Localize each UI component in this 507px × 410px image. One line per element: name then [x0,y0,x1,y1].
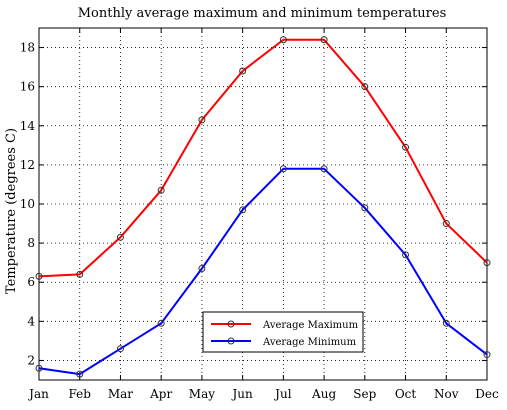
x-tick-label: Nov [434,387,459,401]
legend-marker [227,337,235,345]
x-tick-label: Jun [230,387,253,401]
y-axis-ticks: 2 4 6 8 10 12 14 16 18 [20,41,487,367]
x-tick-label: May [189,387,215,401]
x-tick-label: Mar [108,387,133,401]
y-tick-label: 16 [20,80,35,94]
x-tick-label: Aug [311,387,336,401]
x-tick-label: Oct [395,387,417,401]
series-layer [35,36,491,378]
data-point [76,370,84,378]
data-point [157,186,165,194]
data-point [402,143,410,151]
legend-marker [227,320,235,328]
data-point [279,165,287,173]
y-tick-label: 12 [20,158,35,172]
data-point [116,233,124,241]
x-axis-ticks: Jan Feb Mar Apr May Jun Jul Aug Sep Oct Nov Dec [27,28,499,401]
grid-lines [39,28,487,380]
legend-item: Average Maximum [211,320,359,331]
data-point [35,364,43,372]
series-line [38,38,488,278]
data-point [76,270,84,278]
chart-title: Monthly average maximum and minimum temp… [78,6,447,21]
data-point [198,265,206,273]
y-tick-label: 4 [27,314,35,328]
y-tick-label: 10 [20,197,35,211]
legend: Average Maximum Average Minimum [202,311,364,353]
data-point [442,220,450,228]
y-tick-label: 18 [20,41,35,55]
data-point [320,36,328,44]
data-point [116,345,124,353]
data-point [483,259,491,267]
x-tick-label: Apr [149,387,172,401]
data-point [239,206,247,214]
x-tick-label: Jul [273,387,292,401]
x-tick-label: Jan [27,387,49,401]
series-average-minimum [35,165,491,378]
y-tick-label: 14 [20,119,36,133]
legend-label: Average Maximum [262,320,359,331]
legend-box [202,311,364,353]
data-point [239,67,247,75]
data-point [279,36,287,44]
data-point [35,272,43,280]
y-tick-label: 6 [27,275,35,289]
series-line [38,167,488,376]
data-point [198,116,206,124]
data-point [157,319,165,327]
data-point [320,165,328,173]
data-point [361,204,369,212]
y-tick-label: 2 [27,353,35,367]
data-point [442,319,450,327]
data-point [483,351,491,359]
legend-label: Average Minimum [262,337,357,348]
data-point [402,251,410,259]
data-point [361,83,369,91]
x-tick-label: Dec [475,387,499,401]
x-tick-label: Feb [69,387,92,401]
series-average-maximum [35,36,491,280]
legend-item: Average Minimum [211,337,357,348]
y-tick-label: 8 [27,236,35,250]
y-axis-label: Temperature (degrees C) [4,128,19,294]
x-tick-label: Sep [353,387,376,401]
